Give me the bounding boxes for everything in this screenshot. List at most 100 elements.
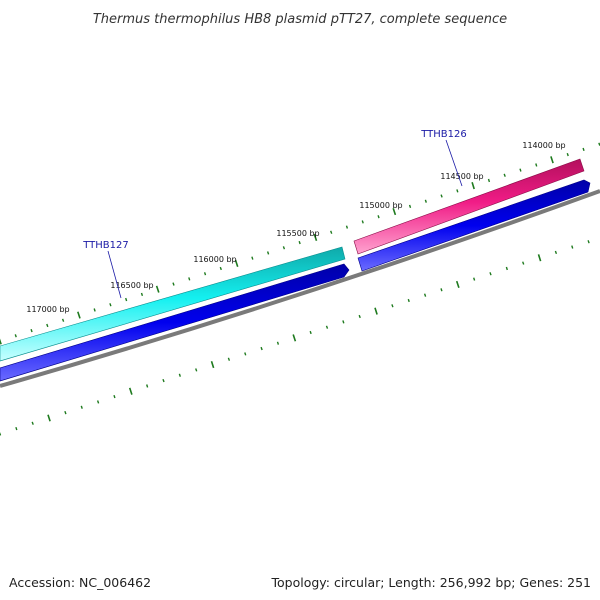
outer-ring-major-tick: [550, 156, 554, 164]
cds-feature-right[interactable]: [357, 179, 591, 272]
gene-leader-tthb127: [107, 250, 122, 299]
inner-ring-minor-tick: [571, 245, 574, 249]
outer-ring-minor-tick: [345, 225, 349, 229]
inner-ring-minor-tick: [423, 293, 427, 297]
inner-ring-major-tick: [210, 360, 215, 369]
outer-ring-minor-tick: [440, 194, 443, 198]
outer-ring-major-tick: [155, 285, 160, 293]
tick-label-group: 114000 bp 114500 bp 115000 bp 115500 bp …: [26, 141, 565, 314]
gene-label-group: TTHB126 TTHB127: [82, 129, 467, 299]
genome-summary-text: Topology: circular; Length: 256,992 bp; …: [271, 575, 592, 590]
gene-leader-tthb126: [445, 139, 463, 187]
inner-ring-minor-tick: [15, 426, 18, 431]
outer-ring-minor-tick: [140, 292, 144, 297]
inner-ring-minor-tick: [358, 314, 361, 319]
tick-label-115500: 115500 bp: [276, 229, 319, 238]
inner-ring-minor-tick: [113, 394, 116, 399]
outer-ring-major-tick: [77, 311, 81, 319]
inner-ring-minor-tick: [162, 378, 165, 383]
outer-ring-minor-tick: [487, 178, 491, 183]
inner-ring-minor-tick: [325, 325, 329, 329]
inner-ring-minor-tick: [80, 405, 83, 409]
outer-ring-minor-tick: [582, 147, 585, 152]
inner-ring-minor-tick: [522, 261, 525, 265]
inner-ring-minor-tick: [96, 400, 100, 404]
inner-tick-ring: [0, 240, 590, 436]
outer-ring-minor-tick: [219, 266, 222, 271]
inner-ring-major-tick: [374, 307, 378, 315]
inner-ring-minor-tick: [505, 266, 508, 271]
outer-ring-minor-tick: [251, 256, 254, 260]
outer-ring-minor-tick: [456, 189, 459, 193]
inner-ring-minor-tick: [195, 368, 198, 372]
inner-ring-minor-tick: [244, 352, 247, 356]
outer-ring-minor-tick: [535, 163, 538, 167]
inner-ring-minor-tick: [554, 250, 558, 255]
outer-ring-minor-tick: [46, 323, 49, 328]
outer-ring-minor-tick: [330, 230, 333, 234]
outer-ring-minor-tick: [282, 246, 286, 250]
inner-ring-minor-tick: [587, 240, 590, 244]
inner-ring-minor-tick: [391, 304, 394, 308]
outer-ring-major-tick: [313, 233, 318, 242]
inner-ring-major-tick: [47, 414, 51, 422]
inner-ring-minor-tick: [31, 421, 34, 425]
inner-ring-minor-tick: [260, 346, 263, 351]
outer-ring-minor-tick: [109, 303, 112, 307]
gene-label-tthb126[interactable]: TTHB126: [420, 129, 467, 140]
inner-ring-minor-tick: [489, 272, 492, 276]
outer-ring-major-tick: [234, 259, 239, 267]
cds-track: [0, 179, 591, 382]
gene-feature-track: [0, 158, 585, 362]
inner-ring-minor-tick: [309, 330, 312, 335]
inner-ring-minor-tick: [473, 277, 476, 281]
accession-text: Accession: NC_006462: [9, 575, 152, 590]
tick-label-114000: 114000 bp: [522, 141, 565, 150]
outer-ring-minor-tick: [14, 334, 17, 338]
outer-ring-major-tick: [0, 338, 2, 345]
map-title: Thermus thermophilus HB8 plasmid pTT27, …: [93, 12, 507, 27]
outer-ring-minor-tick: [266, 251, 270, 255]
inner-ring-major-tick: [292, 334, 297, 342]
inner-ring-minor-tick: [227, 357, 231, 361]
outer-ring-minor-tick: [203, 272, 207, 276]
inner-ring-minor-tick: [342, 320, 345, 324]
inner-ring-minor-tick: [440, 288, 443, 292]
outer-ring-major-tick: [471, 182, 475, 190]
inner-ring-minor-tick: [0, 432, 2, 436]
tick-label-116000: 116000 bp: [193, 255, 236, 264]
outer-ring-minor-tick: [503, 173, 506, 177]
gene-label-tthb127[interactable]: TTHB127: [82, 240, 129, 251]
inner-ring-minor-tick: [64, 410, 67, 415]
gene-feature-tthb127[interactable]: [0, 246, 346, 362]
outer-ring-minor-tick: [188, 277, 191, 281]
gene-feature-tthb126[interactable]: [353, 158, 585, 255]
inner-ring-major-tick: [455, 280, 460, 289]
outer-ring-major-tick: [392, 207, 397, 216]
sequence-backbone: [0, 189, 600, 388]
cds-feature-left[interactable]: [0, 263, 350, 382]
outer-ring-minor-tick: [298, 240, 301, 245]
outer-tick-ring: [0, 142, 600, 345]
outer-ring-minor-tick: [61, 318, 65, 322]
outer-ring-minor-tick: [408, 204, 412, 209]
outer-ring-minor-tick: [125, 297, 128, 302]
inner-ring-minor-tick: [276, 341, 280, 345]
inner-ring-major-tick: [537, 254, 542, 262]
outer-ring-minor-tick: [93, 308, 96, 312]
tick-label-116500: 116500 bp: [110, 281, 153, 290]
outer-ring-minor-tick: [377, 215, 380, 219]
inner-ring-minor-tick: [146, 384, 149, 388]
tick-label-114500: 114500 bp: [440, 172, 483, 181]
outer-ring-minor-tick: [30, 328, 33, 333]
inner-ring-major-tick: [128, 387, 133, 395]
outer-ring-minor-tick: [519, 168, 522, 172]
tick-label-117000: 117000 bp: [26, 305, 69, 314]
inner-ring-minor-tick: [407, 298, 410, 303]
tick-label-115000: 115000 bp: [359, 201, 402, 210]
outer-ring-minor-tick: [424, 199, 427, 203]
inner-ring-minor-tick: [178, 373, 181, 377]
outer-ring-minor-tick: [172, 282, 175, 286]
